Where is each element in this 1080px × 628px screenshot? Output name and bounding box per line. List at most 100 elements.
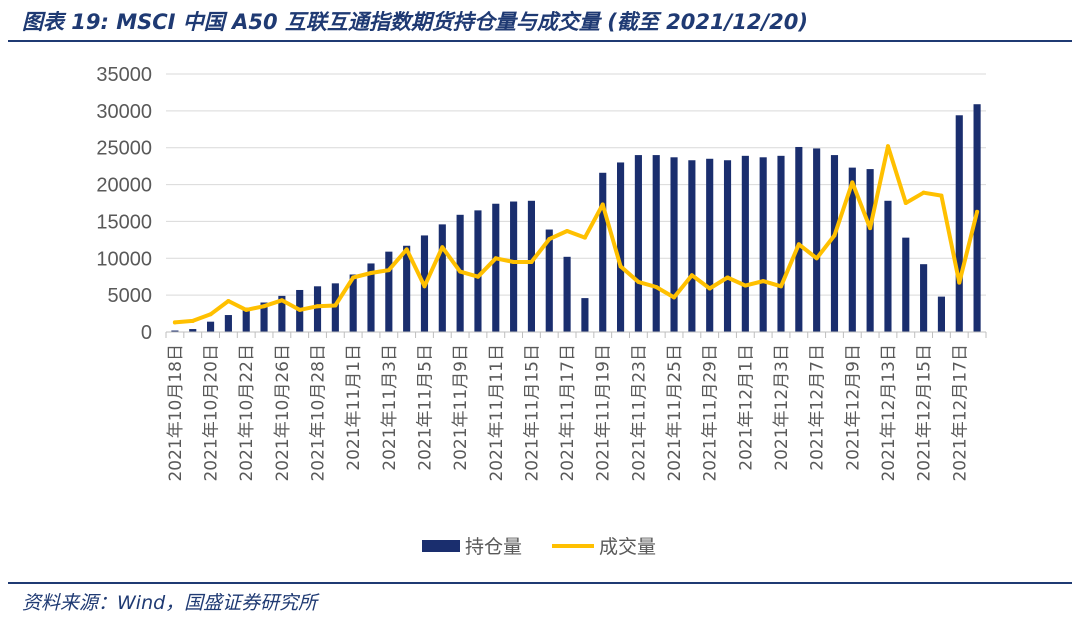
- volume-point: [440, 245, 445, 250]
- volume-point: [957, 280, 962, 285]
- volume-point: [244, 307, 249, 312]
- volume-point: [333, 303, 338, 308]
- holdings-bar: [955, 115, 963, 332]
- holdings-bar: [331, 283, 339, 332]
- holdings-bar: [563, 256, 571, 332]
- x-tick-label: 2021年11月9日: [451, 344, 471, 471]
- grid-lines: [166, 73, 986, 296]
- holdings-bar: [403, 245, 411, 332]
- volume-point: [297, 307, 302, 312]
- legend-bar-swatch: [422, 540, 460, 552]
- volume-point: [565, 229, 570, 234]
- x-tick-label: 2021年12月13日: [879, 344, 899, 482]
- volume-point: [172, 320, 177, 325]
- holdings-bar: [652, 155, 660, 332]
- x-tick-label: 2021年10月20日: [202, 344, 222, 482]
- volume-point: [725, 275, 730, 280]
- holdings-bar: [902, 237, 910, 332]
- volume-point: [369, 271, 373, 276]
- volume-point: [868, 226, 873, 231]
- holdings-bar: [759, 157, 767, 332]
- volume-point: [404, 247, 409, 252]
- volume-point: [529, 259, 534, 264]
- volume-point: [761, 279, 766, 284]
- volume-point: [689, 273, 694, 278]
- holdings-bar: [884, 200, 892, 332]
- holdings-bar: [510, 201, 518, 332]
- x-tick-label: 2021年11月3日: [380, 344, 400, 471]
- volume-point: [547, 237, 552, 242]
- volume-point: [939, 193, 944, 198]
- volume-point: [707, 286, 712, 291]
- y-tick-label: 0: [141, 322, 152, 344]
- x-tick-label: 2021年12月1日: [736, 344, 756, 471]
- holdings-bar: [349, 274, 357, 332]
- volume-point: [208, 312, 213, 317]
- holdings-bar: [313, 286, 322, 332]
- holdings-bar: [260, 302, 268, 332]
- legend-bar-label: 持仓量: [465, 536, 522, 558]
- y-tick-label: 20000: [96, 175, 152, 197]
- holdings-bar: [242, 307, 250, 332]
- x-axis: 2021年10月18日 2021年10月20日 2021年10月22日 2021年10…: [165, 331, 987, 482]
- volume-point: [600, 202, 605, 207]
- volume-point: [814, 256, 819, 261]
- volume-point: [262, 304, 267, 309]
- x-tick-label: 2021年10月18日: [166, 344, 186, 482]
- volume-point: [832, 233, 837, 238]
- volume-point: [618, 264, 623, 269]
- volume-point: [226, 299, 231, 304]
- holdings-bar: [848, 167, 856, 332]
- holdings-bar: [920, 264, 928, 332]
- chart-title: 图表 19: MSCI 中国 A50 互联互通指数期货持仓量与成交量 (截至 2…: [22, 10, 808, 34]
- y-tick-label: 15000: [96, 211, 152, 233]
- y-tick-label: 10000: [96, 248, 152, 270]
- volume-point: [493, 256, 498, 261]
- holdings-bar: [599, 172, 607, 332]
- holdings-bars: [171, 104, 981, 332]
- holdings-bar: [830, 155, 839, 332]
- x-tick-label: 2021年10月22日: [237, 344, 257, 482]
- volume-point: [279, 298, 284, 303]
- holdings-bar: [474, 210, 482, 332]
- volume-point: [636, 279, 641, 284]
- x-tick-label: 2021年11月17日: [558, 344, 578, 482]
- volume-point: [796, 242, 801, 247]
- holdings-bar: [688, 160, 696, 332]
- holdings-bar: [367, 263, 375, 332]
- volume-point: [921, 190, 926, 195]
- holdings-bar: [866, 169, 874, 332]
- holdings-bar: [207, 321, 215, 332]
- holdings-bar: [545, 229, 553, 332]
- x-tick-label: 2021年12月7日: [808, 344, 828, 471]
- volume-point: [885, 144, 890, 149]
- legend-line-label: 成交量: [599, 536, 656, 558]
- x-tick-label: 2021年11月29日: [701, 344, 721, 482]
- y-tick-label: 25000: [96, 138, 152, 160]
- volume-line-layer: [172, 144, 980, 325]
- holdings-bar: [438, 224, 446, 332]
- holdings-bar: [634, 155, 642, 332]
- holdings-bar: [795, 146, 803, 332]
- volume-point: [654, 285, 659, 290]
- x-tick-label: 2021年11月11日: [487, 344, 507, 482]
- y-tick-label: 35000: [96, 64, 152, 86]
- holdings-bar: [581, 298, 589, 332]
- volume-point: [672, 295, 677, 300]
- volume-point: [743, 283, 748, 288]
- holdings-bar: [723, 160, 732, 332]
- bottom-rule: [8, 582, 1072, 584]
- holdings-bar: [278, 295, 286, 332]
- y-tick-label: 5000: [108, 285, 153, 307]
- holdings-bar: [937, 296, 945, 332]
- x-tick-label: 2021年12月9日: [843, 344, 863, 471]
- x-tick-label: 2021年11月25日: [665, 344, 685, 482]
- x-tick-label: 2021年10月28日: [309, 344, 329, 482]
- x-tick-label: 2021年11月19日: [594, 344, 614, 482]
- x-tick-label: 2021年11月5日: [415, 344, 435, 471]
- x-tick-label: 2021年12月3日: [772, 344, 792, 471]
- holdings-bar: [385, 251, 393, 332]
- legend: 持仓量 成交量: [422, 536, 656, 558]
- volume-point: [386, 268, 391, 273]
